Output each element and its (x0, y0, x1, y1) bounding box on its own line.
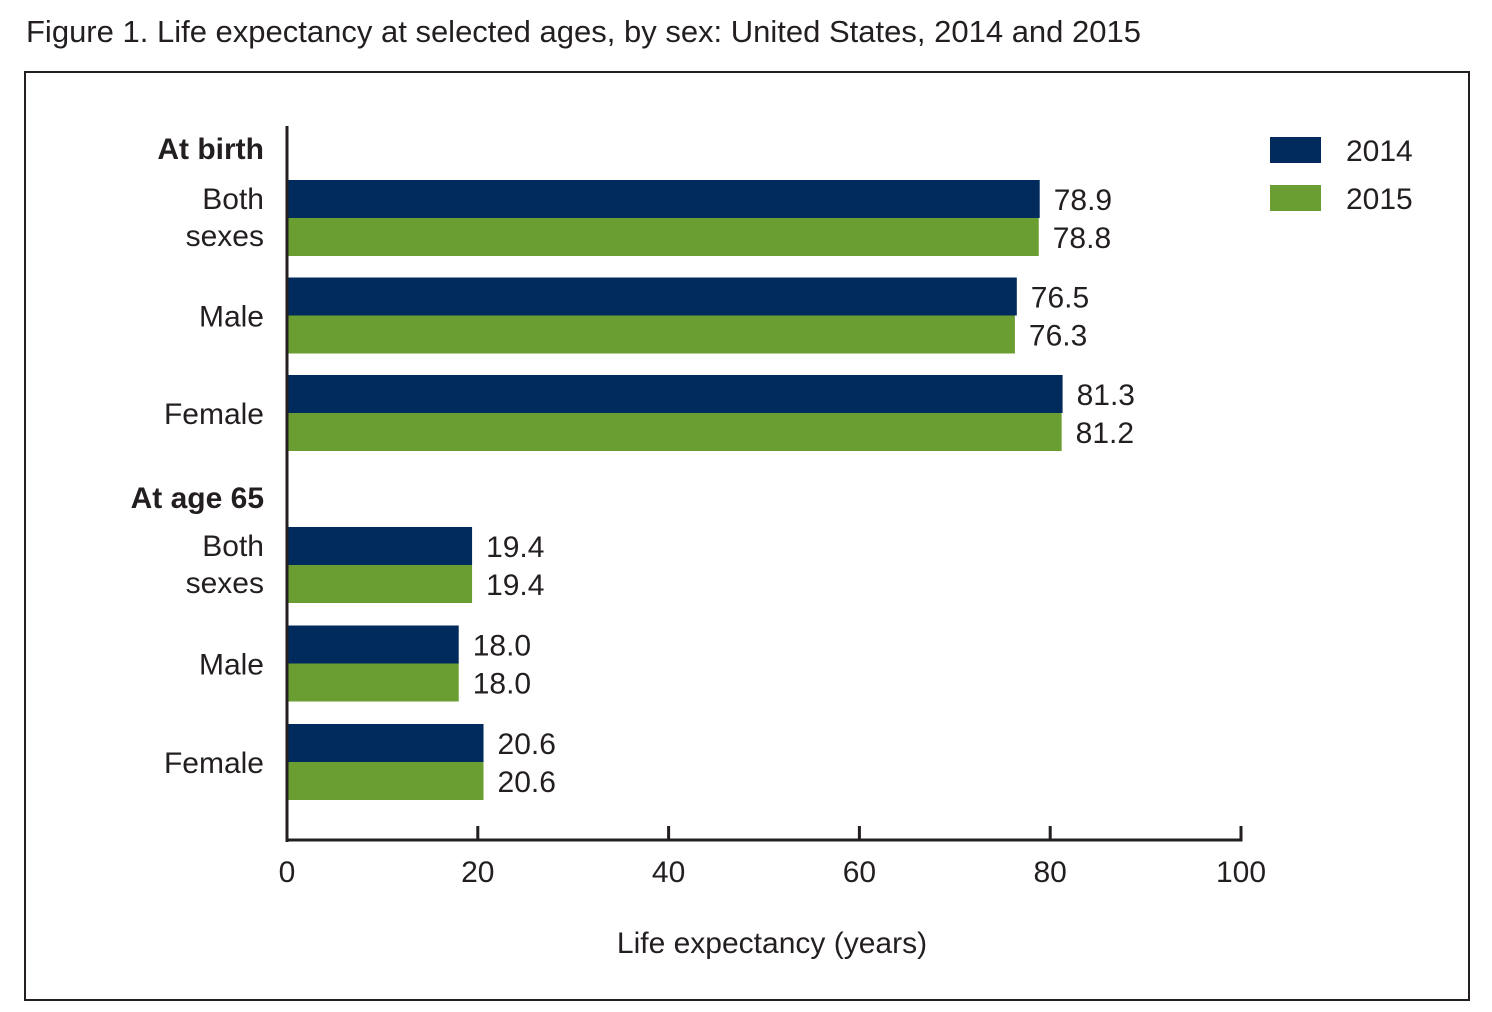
legend-swatch (1270, 185, 1321, 211)
x-tick-label: 0 (279, 856, 296, 889)
data-label: 81.3 (1077, 379, 1135, 412)
x-tick-label: 80 (1034, 856, 1067, 889)
data-label: 78.9 (1054, 184, 1112, 217)
category-label: sexes (186, 567, 264, 600)
chart-frame (24, 71, 1470, 1001)
bar-series2 (287, 218, 1039, 256)
bar-series1 (287, 180, 1040, 218)
data-label: 18.0 (473, 630, 531, 663)
bar-series1 (287, 375, 1063, 413)
category-label: Male (199, 649, 264, 682)
data-label: 78.8 (1053, 222, 1111, 255)
x-tick-label: 40 (652, 856, 685, 889)
figure-title: Figure 1. Life expectancy at selected ag… (26, 14, 1141, 49)
bar-series1 (287, 724, 484, 762)
legend-label: 2014 (1346, 135, 1413, 168)
bar-series1 (287, 625, 459, 664)
bar-series2 (287, 762, 484, 800)
x-tick-label: 20 (461, 856, 494, 889)
legend-label: 2015 (1346, 183, 1413, 216)
category-label: Male (199, 301, 264, 334)
data-label: 76.3 (1029, 320, 1087, 353)
x-tick-label: 60 (843, 856, 876, 889)
bar-series1 (287, 527, 473, 565)
category-label: Female (164, 747, 264, 780)
x-tick-label: 100 (1216, 856, 1266, 889)
bar-series1 (287, 277, 1017, 316)
data-label: 20.6 (498, 728, 556, 761)
bar-series2 (287, 663, 459, 702)
data-label: 81.2 (1076, 417, 1134, 450)
legend-swatch (1270, 137, 1321, 163)
data-label: 19.4 (486, 569, 544, 602)
bar-series2 (287, 565, 473, 603)
category-label: sexes (186, 220, 264, 253)
category-label: Female (164, 398, 264, 431)
group-label: At birth (157, 133, 264, 166)
bar-series2 (287, 413, 1062, 451)
data-label: 20.6 (498, 766, 556, 799)
x-axis-label: Life expectancy (years) (617, 927, 927, 960)
bar-series2 (287, 315, 1015, 354)
group-label: At age 65 (131, 482, 264, 515)
data-label: 18.0 (473, 668, 531, 701)
category-label: Both (202, 530, 264, 563)
category-label: Both (202, 183, 264, 216)
data-label: 76.5 (1031, 282, 1089, 315)
data-label: 19.4 (486, 531, 544, 564)
